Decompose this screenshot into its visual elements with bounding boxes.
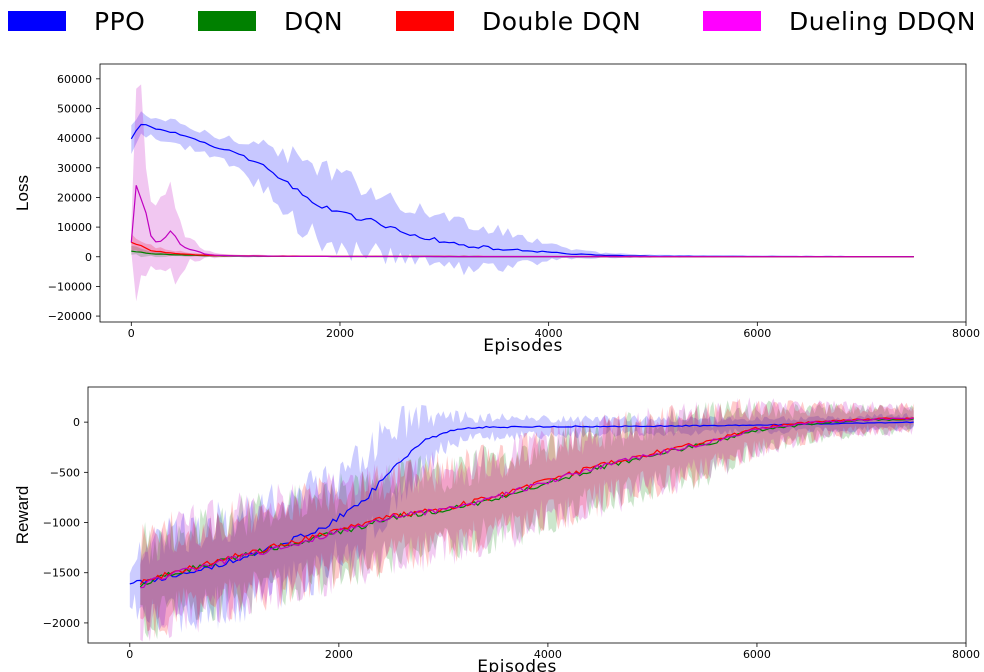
legend-item-dqn: DQN [198, 4, 343, 38]
plot-frame [99, 63, 967, 323]
legend-label-dqn: DQN [284, 6, 344, 36]
x-tick-label: 6000 [743, 648, 771, 661]
y-axis-label: Reward [13, 486, 32, 545]
x-tick-label: 4000 [535, 327, 563, 340]
band-dqn [140, 400, 914, 640]
x-tick-label: 2000 [326, 327, 354, 340]
y-tick-label: −10000 [48, 280, 92, 293]
reward-chart: 0 2000 4000 6000 8000 −2000 −1500 −1000 −500 0 Epi… [13, 386, 980, 672]
line-dueling-ddqn [130, 185, 914, 258]
legend-swatch-double-dqn [396, 11, 454, 31]
legend-swatch-ppo [8, 11, 66, 31]
legend-label-ppo: PPO [94, 6, 146, 36]
y-tick-label: 40000 [57, 132, 92, 145]
x-tick-label: 0 [128, 327, 135, 340]
loss-chart: 0 2000 4000 6000 8000 −20000 −10000 0 10000 20000… [13, 63, 980, 356]
x-tick-label: 8000 [952, 648, 980, 661]
y-tick-label: 60000 [57, 73, 92, 86]
band-dueling-ddqn [140, 397, 914, 642]
y-tick-label: 30000 [57, 162, 92, 175]
x-tick-label: 6000 [743, 327, 771, 340]
x-tick-label: 4000 [534, 648, 562, 661]
y-tick-label: −20000 [48, 310, 92, 323]
x-axis-label: Episodes [477, 657, 557, 672]
band-ppo [131, 111, 914, 276]
y-tick-label: 0 [73, 416, 80, 429]
line-double-dqn [139, 417, 914, 586]
x-tick-label: 2000 [325, 648, 353, 661]
x-tick-label: 8000 [952, 327, 980, 340]
y-tick-label: 50000 [57, 102, 92, 115]
legend-label-double-dqn: Double DQN [482, 6, 642, 36]
y-tick-label: −1500 [43, 567, 80, 580]
legend-label-dueling-ddqn: Dueling DDQN [789, 6, 976, 36]
band-ppo [129, 405, 914, 633]
y-tick-label: 0 [85, 251, 92, 264]
legend-swatch-dueling-ddqn [703, 11, 761, 31]
band-dueling-ddqn [131, 84, 914, 302]
x-tick-label: 0 [126, 648, 133, 661]
legend-item-double-dqn: Double DQN [396, 4, 641, 38]
legend-item-ppo: PPO [8, 4, 145, 38]
y-tick-label: −500 [50, 466, 80, 479]
x-axis-label: Episodes [483, 336, 563, 356]
band-double-dqn [140, 398, 914, 639]
y-tick-label: 10000 [57, 221, 92, 234]
y-tick-label: −2000 [43, 617, 80, 630]
chart-legend: PPO DQN Double DQN Dueling DDQN [0, 0, 984, 44]
line-dueling-ddqn [140, 417, 914, 589]
legend-swatch-dqn [198, 11, 256, 31]
legend-item-dueling-ddqn: Dueling DDQN [703, 4, 976, 38]
y-axis-label: Loss [13, 175, 32, 211]
y-tick-label: −1000 [43, 517, 80, 530]
plot-frame [87, 386, 967, 644]
y-tick-label: 20000 [57, 191, 92, 204]
